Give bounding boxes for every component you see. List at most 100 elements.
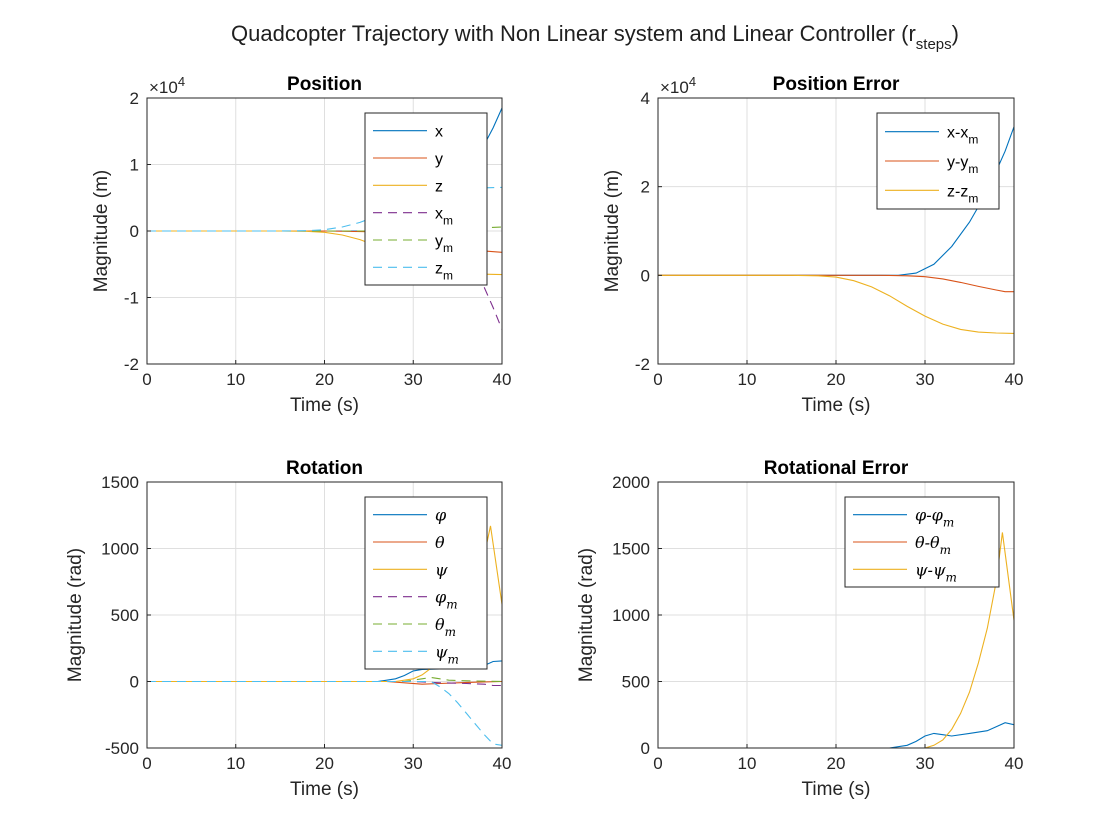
x-tick-label: 40 [493, 754, 512, 773]
x-axis-label: Time (s) [290, 395, 359, 416]
legend: φθψ φm θm ψm [364, 496, 488, 670]
legend-entry: θm [373, 615, 456, 639]
legend-label: xm [435, 206, 453, 228]
x-tick-label: 20 [827, 754, 846, 773]
series-line-y-y-m [658, 274, 1014, 293]
x-tick-label: 10 [226, 754, 245, 773]
legend-label: φ [435, 506, 447, 525]
legend-entry: ψm [373, 642, 459, 666]
x-tick-label: 30 [916, 370, 935, 389]
x-tick-label: 0 [142, 370, 151, 389]
legend-entry: ψ [373, 560, 448, 579]
x-axis-label: Time (s) [802, 395, 871, 416]
legend-entry: φ-φm [853, 506, 954, 530]
x-tick-label: 20 [827, 370, 846, 389]
legend-entry: ψ-ψm [853, 560, 957, 584]
x-tick-label: 0 [653, 754, 662, 773]
legend-label: ym [435, 233, 453, 255]
legend-entry: z [373, 178, 443, 195]
x-tick-label: 20 [315, 370, 334, 389]
legend-entry: φ [373, 506, 447, 525]
y-tick-label: 0 [130, 222, 139, 241]
x-tick-label: 30 [916, 754, 935, 773]
y-tick-label: -500 [105, 739, 139, 758]
legend-label: ψm [435, 642, 459, 666]
legend-label: z-zm [947, 183, 978, 205]
y-tick-label: 2 [130, 89, 139, 108]
y-tick-label: -1 [124, 289, 139, 308]
x-tick-label: 40 [493, 370, 512, 389]
x-tick-label: 0 [653, 370, 662, 389]
y-tick-label: 1500 [101, 473, 139, 492]
legend-label: x-xm [947, 125, 978, 147]
legend: xyz xm ym zm [364, 112, 488, 286]
legend-entry: θ [373, 533, 445, 552]
y-axis-label: Magnitude (rad) [576, 548, 597, 682]
legend-entry: y-ym [885, 154, 978, 176]
x-tick-label: 10 [226, 370, 245, 389]
legend-box [364, 496, 488, 670]
subplot-title: Position Error [773, 74, 900, 95]
subplot-title: Position [287, 74, 362, 95]
y-tick-label: -2 [124, 355, 139, 374]
x-axis-label: Time (s) [802, 779, 871, 800]
axis-exponent: ×104 [660, 74, 696, 97]
x-tick-label: 20 [315, 754, 334, 773]
legend-label: θ [435, 533, 445, 552]
y-tick-label: -2 [635, 355, 650, 374]
legend: φ-φm θ-θm ψ-ψm [844, 496, 1000, 588]
x-tick-label: 40 [1005, 754, 1024, 773]
x-tick-label: 30 [404, 370, 423, 389]
y-axis-label: Magnitude (m) [91, 170, 112, 293]
series-line-z-z-m [658, 274, 1014, 334]
legend-label: y [435, 151, 443, 168]
series-line-phi-phi-m [658, 722, 1014, 748]
legend-entry: x-xm [885, 125, 978, 147]
x-tick-label: 40 [1005, 370, 1024, 389]
legend-label: φm [435, 588, 458, 612]
series-line-psi-m [147, 680, 502, 746]
legend-label: x [435, 124, 443, 141]
y-tick-label: 0 [130, 673, 139, 692]
subplot-1: 0 10 20 30 40 -2 -1 0 1 2 ×104 Position Time (s) Magn… [91, 74, 511, 416]
x-tick-label: 10 [738, 370, 757, 389]
x-tick-label: 30 [404, 754, 423, 773]
y-axis-label: Magnitude (rad) [65, 548, 86, 682]
x-axis-label: Time (s) [290, 779, 359, 800]
legend-label: z [435, 178, 443, 195]
legend: x-xm y-ym z-zm [876, 112, 1000, 210]
legend-box [364, 112, 488, 286]
legend-label: ψ-ψm [915, 560, 957, 584]
legend-label: θm [435, 615, 456, 639]
legend-entry: x [373, 124, 443, 141]
y-tick-label: 2 [641, 178, 650, 197]
series-line-phi-m [147, 680, 502, 687]
y-tick-label: 1500 [612, 540, 650, 559]
axis-exponent: ×104 [149, 74, 185, 97]
legend-label: y-ym [947, 154, 978, 176]
y-axis-label: Magnitude (m) [602, 170, 623, 293]
legend-label: zm [435, 260, 453, 282]
legend-entry: ym [373, 233, 453, 255]
y-tick-label: 1 [130, 156, 139, 175]
y-tick-label: 500 [622, 673, 650, 692]
legend-entry: φm [373, 588, 458, 612]
y-tick-label: 0 [641, 739, 650, 758]
y-tick-label: 0 [641, 266, 650, 285]
y-tick-label: 500 [111, 606, 139, 625]
legend-entry: θ-θm [853, 533, 951, 557]
subplot-title: Rotational Error [764, 458, 909, 479]
subplot-title: Rotation [286, 458, 363, 479]
legend-entry: xm [373, 206, 453, 228]
legend-entry: zm [373, 260, 453, 282]
y-tick-label: 1000 [101, 540, 139, 559]
legend-label: ψ [435, 560, 448, 579]
legend-label: θ-θm [915, 533, 951, 557]
x-tick-label: 0 [142, 754, 151, 773]
legend-label: φ-φm [915, 506, 954, 530]
subplot-4: 0 10 20 30 40 0 500 1000 1500 2000 Rotational Erro… [576, 458, 1023, 800]
